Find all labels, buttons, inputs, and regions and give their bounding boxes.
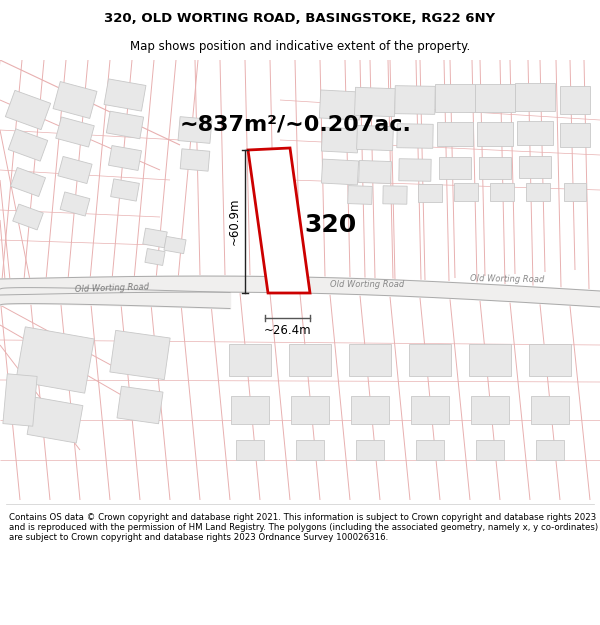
Bar (477, 122, 513, 146)
Bar (476, 440, 504, 460)
Bar (356, 126, 394, 151)
Bar (564, 183, 586, 201)
Bar (231, 396, 269, 424)
Bar (515, 83, 555, 111)
Bar (479, 157, 511, 179)
Bar (536, 440, 564, 460)
Bar (560, 123, 590, 147)
Polygon shape (248, 148, 310, 293)
Bar (319, 90, 361, 120)
Text: Old Worting Road: Old Worting Road (470, 274, 544, 284)
Bar (322, 127, 359, 153)
Bar (397, 124, 433, 148)
Bar (471, 396, 509, 424)
Bar (469, 344, 511, 376)
Bar (356, 440, 384, 460)
Bar (517, 121, 553, 145)
Text: 320, OLD WORTING ROAD, BASINGSTOKE, RG22 6NY: 320, OLD WORTING ROAD, BASINGSTOKE, RG22… (104, 11, 496, 24)
Bar (439, 157, 471, 179)
Bar (143, 228, 167, 248)
Bar (10, 168, 46, 196)
Bar (409, 344, 451, 376)
Text: ~837m²/~0.207ac.: ~837m²/~0.207ac. (180, 115, 412, 135)
Text: 320: 320 (304, 213, 356, 237)
Bar (60, 192, 90, 216)
Bar (291, 396, 329, 424)
Bar (58, 156, 92, 184)
Bar (475, 84, 515, 112)
Bar (8, 129, 48, 161)
Bar (399, 159, 431, 181)
Bar (110, 179, 139, 201)
Bar (236, 440, 264, 460)
Bar (56, 117, 94, 147)
Text: Old Worting Road: Old Worting Road (75, 282, 149, 294)
Bar (109, 146, 142, 171)
Bar (27, 397, 83, 443)
Bar (53, 81, 97, 119)
Bar (418, 184, 442, 202)
Bar (3, 374, 37, 426)
Bar (117, 386, 163, 424)
Bar (164, 236, 186, 254)
Bar (529, 344, 571, 376)
Bar (435, 84, 475, 112)
Bar (106, 111, 143, 139)
Bar (437, 122, 473, 146)
Bar (322, 159, 359, 185)
Text: Old Worting Road: Old Worting Road (330, 280, 404, 289)
Bar (526, 183, 550, 201)
Bar (13, 204, 43, 230)
Bar (383, 186, 407, 204)
Bar (519, 156, 551, 178)
Bar (289, 344, 331, 376)
Text: Contains OS data © Crown copyright and database right 2021. This information is : Contains OS data © Crown copyright and d… (9, 512, 598, 542)
Bar (355, 88, 395, 117)
Bar (560, 86, 590, 114)
Bar (5, 91, 50, 129)
Bar (454, 183, 478, 201)
Bar (180, 149, 210, 171)
Bar (416, 440, 444, 460)
Bar (359, 161, 391, 184)
Bar (178, 117, 212, 143)
Text: ~60.9m: ~60.9m (227, 198, 241, 245)
Bar (411, 396, 449, 424)
Text: Map shows position and indicative extent of the property.: Map shows position and indicative extent… (130, 40, 470, 53)
Bar (145, 249, 165, 266)
Bar (110, 331, 170, 379)
Bar (531, 396, 569, 424)
Bar (351, 396, 389, 424)
Bar (229, 344, 271, 376)
Bar (490, 183, 514, 201)
Bar (349, 344, 391, 376)
Text: ~26.4m: ~26.4m (263, 324, 311, 336)
Bar (104, 79, 146, 111)
Bar (347, 186, 373, 204)
Bar (296, 440, 324, 460)
Bar (395, 86, 435, 114)
Bar (16, 327, 94, 393)
